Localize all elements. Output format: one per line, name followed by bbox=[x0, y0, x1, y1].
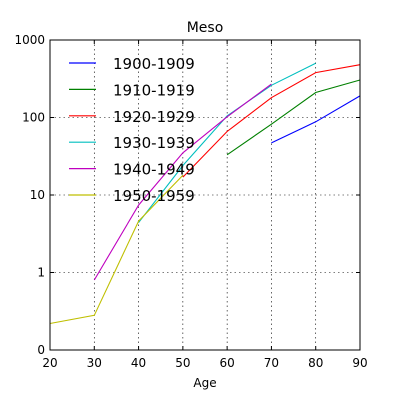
chart-title: Meso bbox=[187, 20, 224, 36]
legend-label: 1930-1939 bbox=[113, 134, 195, 152]
axis-ticks: 20 30 40 50 60 70 80 90 0 1 10 100 1000 bbox=[14, 33, 367, 370]
x-tick-label: 50 bbox=[175, 356, 190, 370]
y-tick-label: 1000 bbox=[14, 33, 45, 47]
series-line-1920-1929 bbox=[182, 64, 361, 178]
series-line-1940-1949 bbox=[93, 83, 272, 281]
x-axis-label: Age bbox=[193, 376, 216, 390]
y-tick-label: 0 bbox=[37, 343, 45, 357]
x-tick-label: 80 bbox=[308, 356, 323, 370]
legend-label: 1920-1929 bbox=[113, 108, 195, 126]
legend-label: 1940-1949 bbox=[113, 161, 195, 179]
y-tick-label: 100 bbox=[22, 111, 45, 125]
legend-label: 1900-1909 bbox=[113, 55, 195, 73]
series-lines bbox=[49, 62, 361, 325]
x-tick-label: 20 bbox=[42, 356, 57, 370]
y-tick-label: 1 bbox=[37, 266, 45, 280]
series-line-1900-1909 bbox=[271, 95, 361, 144]
series-line-1910-1919 bbox=[226, 79, 361, 156]
x-tick-label: 30 bbox=[87, 356, 102, 370]
x-tick-label: 40 bbox=[131, 356, 146, 370]
x-tick-label: 90 bbox=[352, 356, 367, 370]
legend-label: 1910-1919 bbox=[113, 81, 195, 99]
x-tick-label: 60 bbox=[220, 356, 235, 370]
y-tick-label: 10 bbox=[30, 188, 45, 202]
legend: 1900-1909 1910-1919 1920-1929 1930-1939 1940… bbox=[69, 55, 195, 205]
x-tick-label: 70 bbox=[264, 356, 279, 370]
legend-label: 1950-1959 bbox=[113, 187, 195, 205]
series-line-1930-1939 bbox=[138, 62, 316, 223]
series-line-1950-1959 bbox=[49, 174, 184, 325]
